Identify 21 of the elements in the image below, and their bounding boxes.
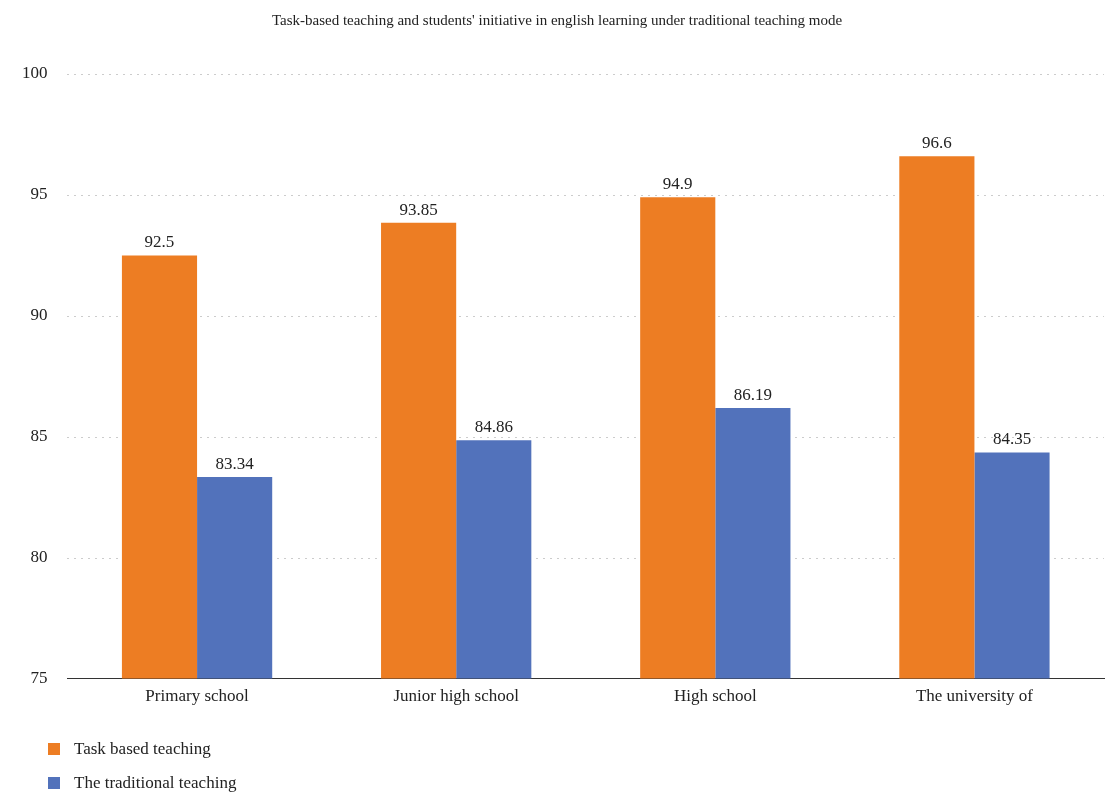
data-label: 96.6 — [921, 133, 952, 153]
y-tick-label: 80 — [30, 547, 48, 567]
legend-label: Task based teaching — [74, 739, 211, 759]
y-tick-label: 95 — [30, 184, 48, 204]
legend-label: The traditional teaching — [74, 773, 237, 793]
data-label: 84.86 — [474, 417, 513, 437]
data-label: 83.34 — [215, 453, 255, 473]
data-label: 93.85 — [399, 199, 438, 219]
y-tick-label: 75 — [30, 668, 48, 688]
x-tick-label: The university of — [915, 686, 1034, 706]
data-label: 92.5 — [144, 232, 175, 252]
chart-title: Task-based teaching and students' initiative in english learning under traditional teaching mode — [271, 11, 843, 28]
x-tick-label: Junior high school — [393, 686, 520, 706]
y-tick-label: 100 — [22, 63, 48, 83]
x-tick-label: High school — [673, 686, 757, 706]
y-tick-label: 85 — [30, 426, 48, 446]
data-label: 94.9 — [662, 174, 693, 194]
data-label: 86.19 — [733, 384, 773, 404]
data-label: 84.35 — [992, 429, 1032, 449]
y-tick-label: 90 — [30, 305, 48, 325]
x-tick-label: Primary school — [145, 686, 250, 706]
